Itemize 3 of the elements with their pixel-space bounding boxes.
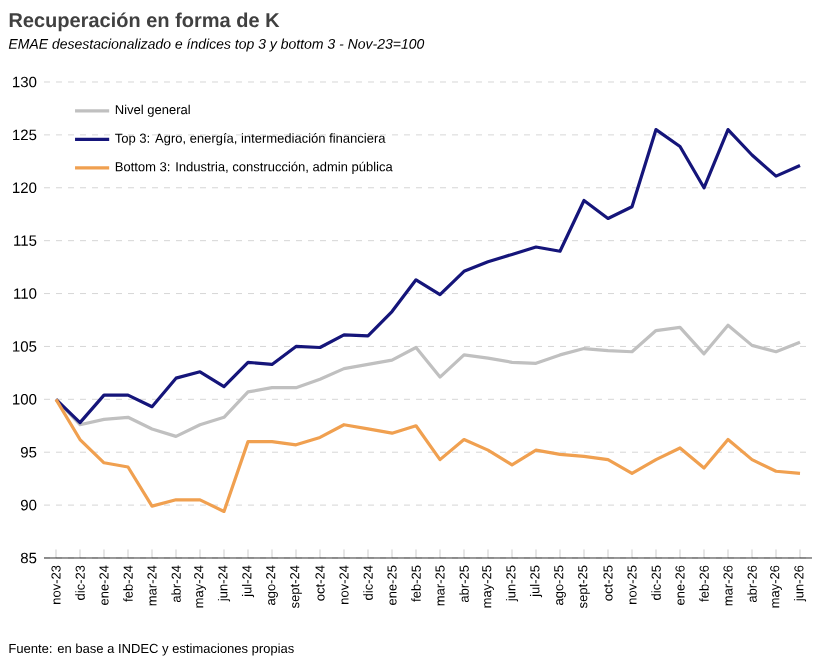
line-series xyxy=(54,127,802,425)
line-series xyxy=(54,397,802,514)
chart-title: Recuperación en forma de K xyxy=(9,12,280,32)
